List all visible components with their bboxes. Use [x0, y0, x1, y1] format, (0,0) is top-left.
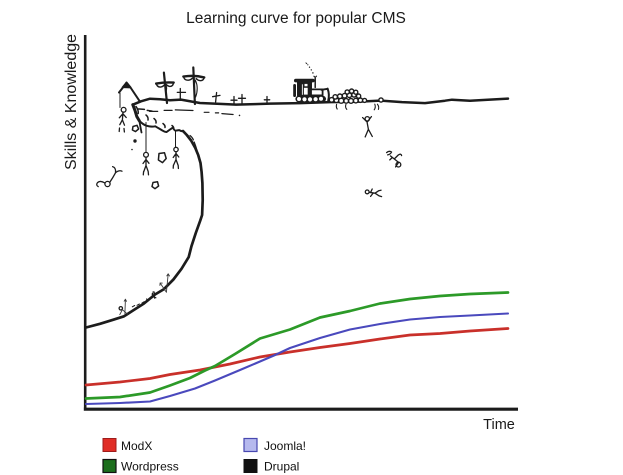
- svg-text:Drupal: Drupal: [264, 459, 299, 473]
- svg-text:Wordpress: Wordpress: [121, 459, 179, 473]
- svg-text:Learning curve for popular CMS: Learning curve for popular CMS: [186, 10, 406, 27]
- svg-text:Skills & Knowledge: Skills & Knowledge: [63, 34, 80, 170]
- svg-text:Time: Time: [483, 417, 515, 433]
- svg-text:ModX: ModX: [121, 439, 152, 453]
- svg-text:Joomla!: Joomla!: [264, 439, 306, 453]
